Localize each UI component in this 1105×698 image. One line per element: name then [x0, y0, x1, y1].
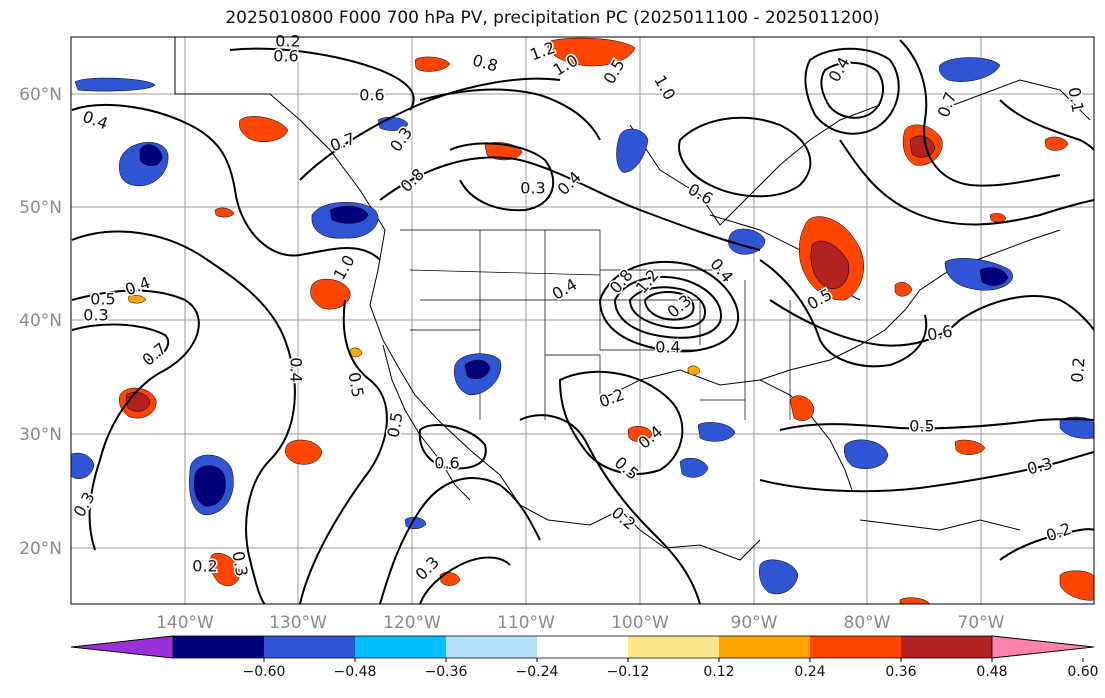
colorbar-segment [719, 636, 811, 658]
contour-label: 0.3 [228, 550, 251, 578]
contour-label: 0.5 [909, 417, 934, 436]
contour-label: 0.3 [520, 179, 545, 198]
contour-label: 0.2 [1067, 356, 1088, 383]
colorbar-tick-label: −0.36 [425, 664, 468, 680]
lat-label-40n: 40°N [19, 311, 62, 331]
lon-label-90w: 90°W [731, 613, 778, 633]
lon-label-110w: 110°W [497, 613, 555, 633]
plot-frame [70, 36, 1095, 605]
contour-label: 0.1 [1064, 86, 1087, 114]
contour-label: 0.5 [344, 371, 367, 399]
lon-label-140w: 140°W [156, 613, 214, 633]
pv-contours [71, 39, 1094, 604]
lon-label-70w: 70°W [958, 613, 1005, 633]
contour-label: 0.2 [275, 32, 300, 51]
colorbar-ticks: −0.60 −0.48 −0.36 −0.24 −0.12 0.12 0.24 0.36 0.4… [243, 658, 1099, 680]
colorbar-tick-label: 0.36 [885, 664, 916, 680]
contour-label: 0.3 [83, 306, 108, 325]
colorbar-tick-label: −0.48 [334, 664, 377, 680]
lon-label-80w: 80°W [844, 613, 891, 633]
colorbar-tick-label: 0.60 [1067, 664, 1098, 680]
colorbar-tick-label: 0.24 [794, 664, 825, 680]
lon-label-120w: 120°W [383, 613, 441, 633]
lat-label-50n: 50°N [19, 198, 62, 218]
colorbar-tick-label: −0.12 [607, 664, 650, 680]
colorbar-tick-label: −0.60 [243, 664, 286, 680]
colorbar-segment [355, 636, 447, 658]
precip-shading [71, 37, 1094, 604]
colorbar-tick-label: 0.48 [976, 664, 1007, 680]
contour-label: 0.4 [287, 357, 306, 382]
lon-label-100w: 100°W [611, 613, 669, 633]
contour-label: 0.6 [359, 86, 384, 105]
colorbar [70, 635, 1095, 659]
colorbar-extend-high [991, 635, 1095, 659]
contour-label: 0.6 [273, 47, 298, 66]
lon-label-130w: 130°W [269, 613, 327, 633]
colorbar-tick-label: 0.12 [703, 664, 734, 680]
coastlines [174, 37, 1091, 561]
colorbar-segment [173, 636, 265, 658]
colorbar-segment [446, 636, 538, 658]
contour-label: 0.6 [434, 454, 459, 473]
colorbar-outline [70, 635, 1095, 659]
colorbar-segment [264, 636, 356, 658]
colorbar-segment [628, 636, 720, 658]
colorbar-extend-low [70, 635, 174, 659]
lat-label-20n: 20°N [19, 539, 62, 559]
colorbar-segment [901, 636, 993, 658]
lat-label-60n: 60°N [19, 85, 62, 105]
contour-label: 0.2 [192, 557, 217, 576]
colorbar-segment [810, 636, 902, 658]
contour-label: 0.5 [90, 290, 115, 309]
map-content [71, 37, 1094, 604]
colorbar-segment [537, 636, 629, 658]
colorbar-tick-label: −0.24 [516, 664, 559, 680]
contour-label: 0.4 [655, 338, 680, 357]
lat-label-30n: 30°N [19, 425, 62, 445]
map-title: 2025010800 F000 700 hPa PV, precipitatio… [225, 8, 880, 28]
